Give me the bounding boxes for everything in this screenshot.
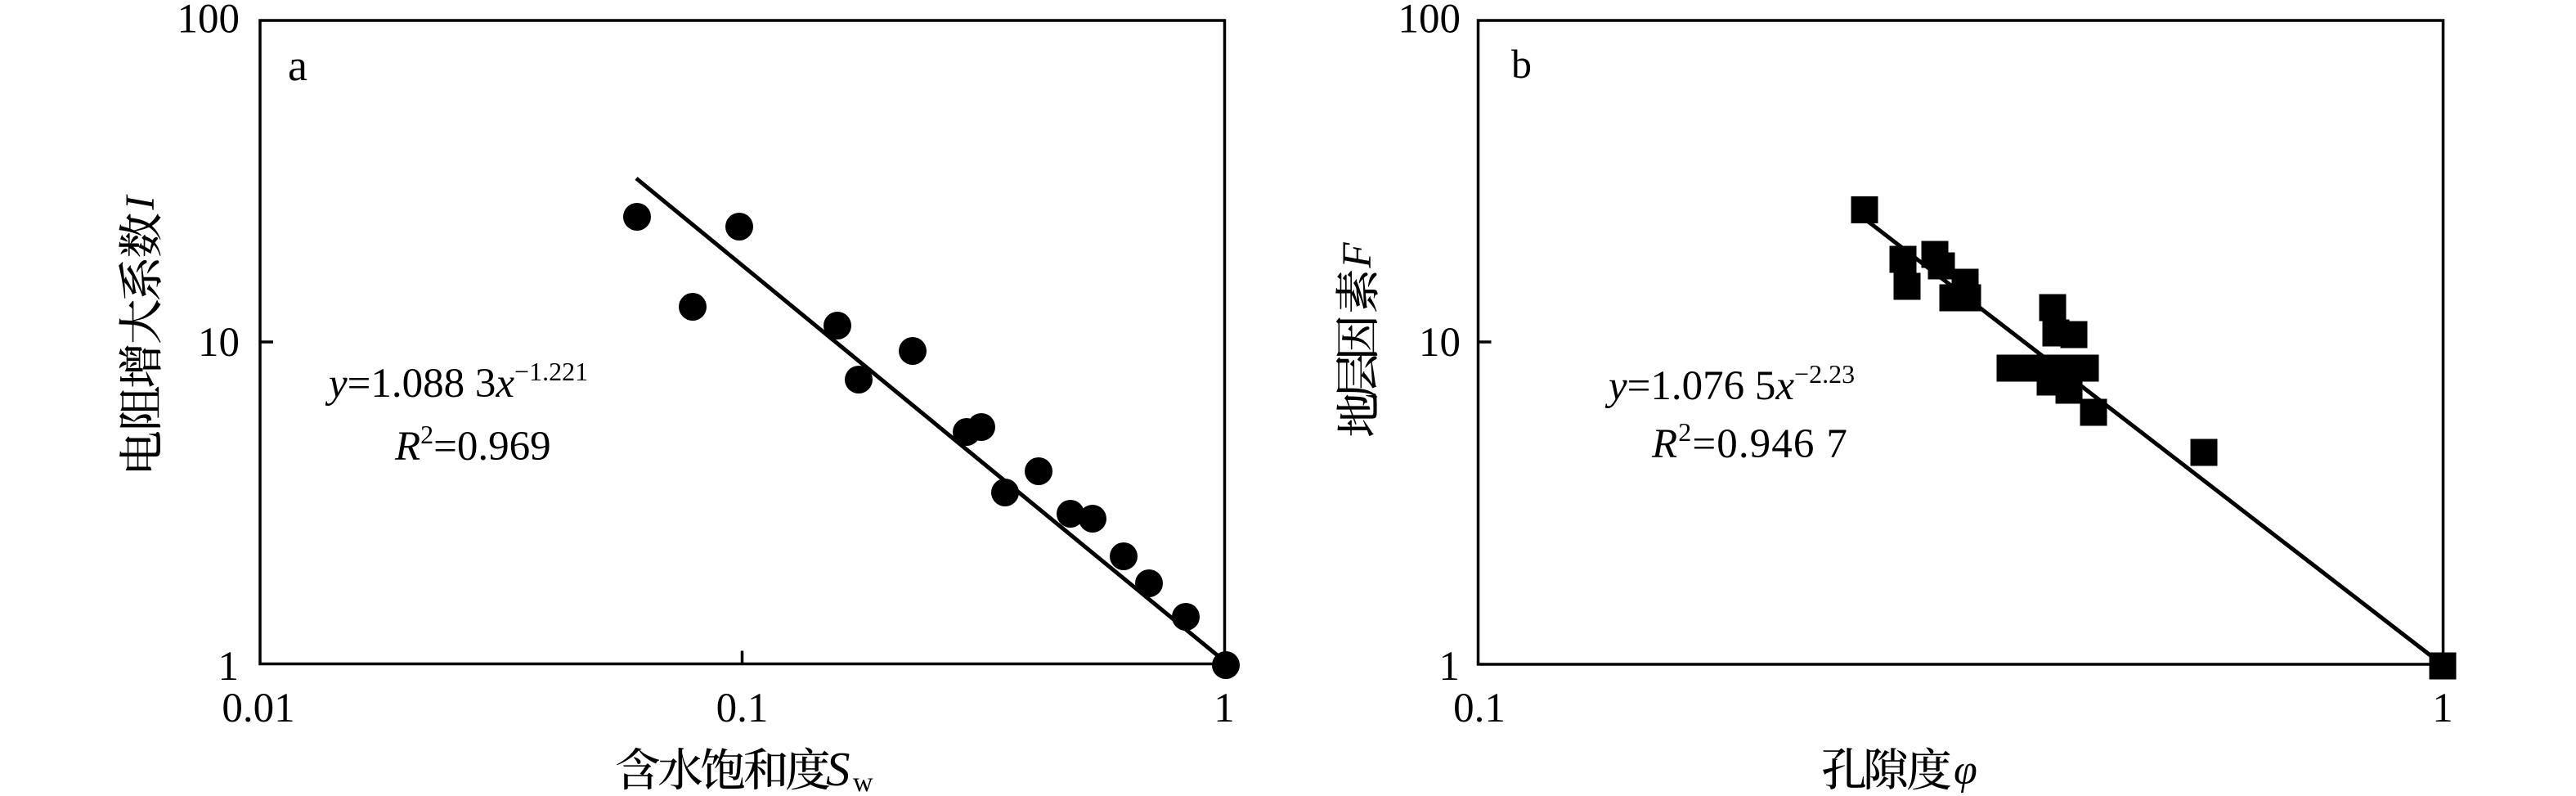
- svg-text:R2=0.969: R2=0.969: [394, 420, 551, 470]
- svg-text:I: I: [118, 194, 164, 210]
- svg-text:10: 10: [1419, 320, 1461, 366]
- svg-text:0.01: 0.01: [222, 686, 294, 731]
- svg-text:b: b: [1511, 41, 1532, 87]
- svg-text:100: 100: [1398, 0, 1461, 43]
- svg-text:100: 100: [177, 0, 240, 43]
- svg-text:1: 1: [2432, 686, 2453, 731]
- svg-text:w: w: [853, 767, 873, 796]
- svg-text:a: a: [288, 41, 307, 90]
- svg-text:0.1: 0.1: [1453, 686, 1506, 731]
- svg-text:φ: φ: [1954, 747, 1977, 794]
- svg-text:1: 1: [218, 644, 240, 690]
- svg-text:1: 1: [1439, 644, 1461, 690]
- svg-text:y=1.076 5x−2.23: y=1.076 5x−2.23: [1604, 359, 1855, 409]
- svg-text:S: S: [826, 742, 850, 796]
- svg-text:F: F: [1335, 242, 1380, 269]
- svg-text:1: 1: [1214, 686, 1235, 731]
- svg-text:R2=0.946 7: R2=0.946 7: [1651, 417, 1848, 467]
- svg-text:10: 10: [198, 320, 240, 366]
- svg-text:0.1: 0.1: [716, 686, 769, 731]
